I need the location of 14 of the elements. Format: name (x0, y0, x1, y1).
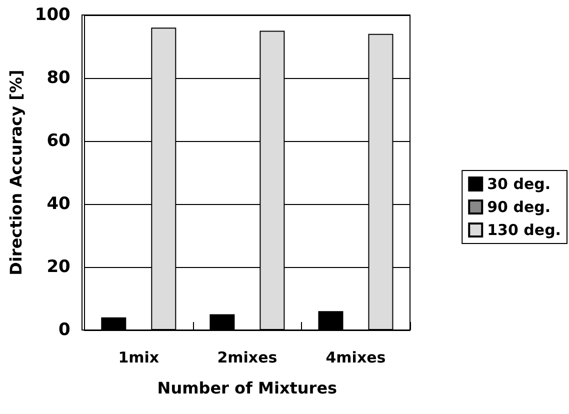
x-axis-title: Number of Mixtures (157, 378, 338, 398)
x-tick-label: 1mix (118, 348, 160, 366)
y-axis-title: Direction Accuracy [%] (6, 70, 26, 276)
x-tick-label: 2mixes (217, 348, 278, 366)
legend-label: 30 deg. (487, 175, 551, 193)
legend-label: 90 deg. (487, 198, 551, 216)
legend-label: 130 deg. (487, 221, 562, 239)
y-tick-label: 0 (58, 320, 71, 340)
y-tick-label: 100 (34, 5, 71, 25)
y-tick-label: 60 (46, 131, 71, 151)
x-tick-label: 4mixes (326, 348, 386, 366)
y-tick-label: 80 (46, 68, 71, 88)
y-tick-label: 20 (46, 257, 71, 277)
y-tick-label: 40 (46, 194, 71, 214)
